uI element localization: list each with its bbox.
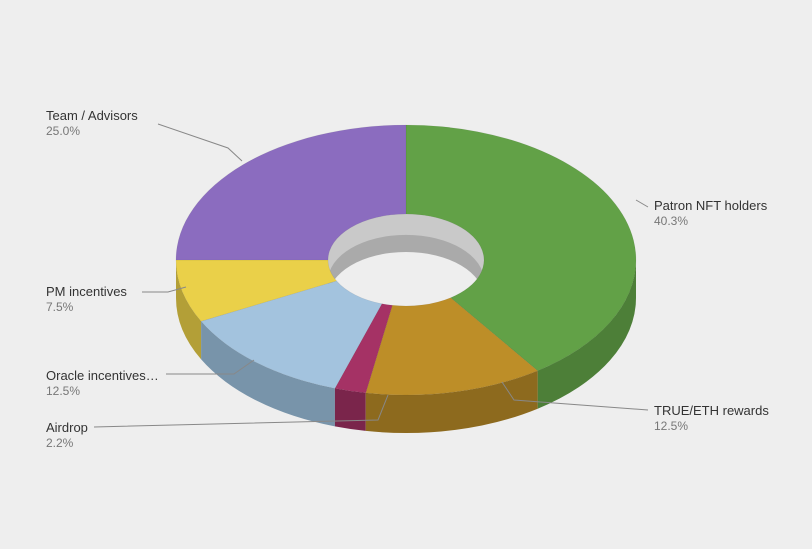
slice-label-percent: 12.5% — [654, 419, 769, 434]
slice-label: TRUE/ETH rewards12.5% — [654, 403, 769, 434]
slice-label-text: Patron NFT holders — [654, 198, 767, 214]
slice-label-percent: 12.5% — [46, 384, 159, 399]
slice-label: Patron NFT holders40.3% — [654, 198, 767, 229]
slice-label-percent: 7.5% — [46, 300, 127, 315]
slice-label-percent: 25.0% — [46, 124, 138, 139]
slice-label: Airdrop2.2% — [46, 420, 88, 451]
slice-label: Oracle incentives…12.5% — [46, 368, 159, 399]
slice-label-text: Team / Advisors — [46, 108, 138, 124]
slice-label-text: TRUE/ETH rewards — [654, 403, 769, 419]
slice-label: Team / Advisors25.0% — [46, 108, 138, 139]
slice-label-text: PM incentives — [46, 284, 127, 300]
donut-chart: Patron NFT holders40.3%TRUE/ETH rewards1… — [0, 0, 812, 549]
slice-label-percent: 40.3% — [654, 214, 767, 229]
slice-label-percent: 2.2% — [46, 436, 88, 451]
slice-label-text: Airdrop — [46, 420, 88, 436]
donut-chart-svg — [0, 0, 812, 549]
slice-label-text: Oracle incentives… — [46, 368, 159, 384]
slice-label: PM incentives7.5% — [46, 284, 127, 315]
